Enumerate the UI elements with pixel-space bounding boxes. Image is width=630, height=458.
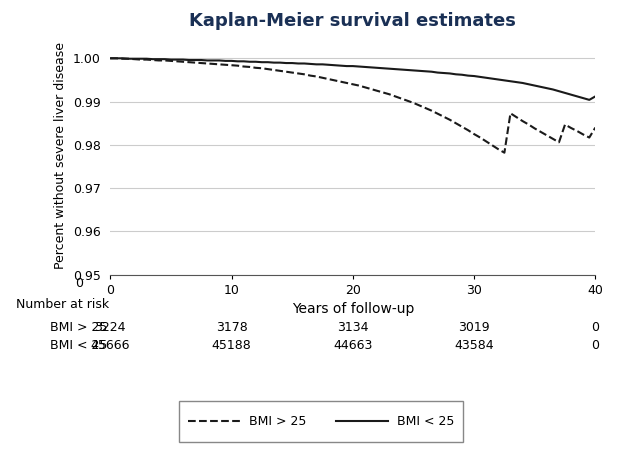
Text: BMI > 25: BMI > 25 bbox=[249, 415, 306, 428]
Text: 3019: 3019 bbox=[458, 321, 490, 334]
Text: BMI < 25: BMI < 25 bbox=[397, 415, 454, 428]
Text: 45188: 45188 bbox=[212, 339, 251, 352]
Text: 3178: 3178 bbox=[215, 321, 248, 334]
Text: Number at risk: Number at risk bbox=[16, 298, 109, 311]
Text: 0: 0 bbox=[592, 321, 599, 334]
Title: Kaplan-Meier survival estimates: Kaplan-Meier survival estimates bbox=[190, 11, 516, 29]
Text: 45666: 45666 bbox=[91, 339, 130, 352]
Text: 43584: 43584 bbox=[454, 339, 494, 352]
X-axis label: Years of follow-up: Years of follow-up bbox=[292, 302, 414, 316]
Text: 3224: 3224 bbox=[94, 321, 126, 334]
Text: 44663: 44663 bbox=[333, 339, 372, 352]
Y-axis label: Percent without severe liver disease: Percent without severe liver disease bbox=[54, 42, 67, 269]
Text: BMI < 25: BMI < 25 bbox=[50, 339, 107, 352]
Text: 0: 0 bbox=[592, 339, 599, 352]
Text: 3134: 3134 bbox=[337, 321, 369, 334]
Text: BMI > 25: BMI > 25 bbox=[50, 321, 107, 334]
Text: 0: 0 bbox=[75, 277, 83, 290]
